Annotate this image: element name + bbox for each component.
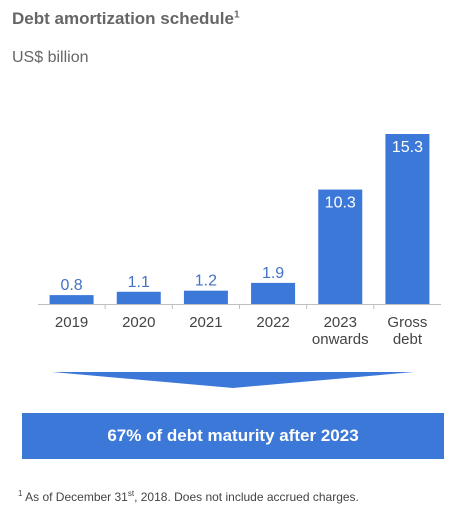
chart-title: Debt amortization schedule1	[12, 9, 240, 29]
data-label: 1.2	[195, 273, 217, 290]
footnote-suffix: , 2018. Does not include accrued charges…	[134, 490, 359, 504]
bar-chart: 0.8 2019 1.1 2020 1.2 2021 1.9 2022 10.3 2023 onwa…	[38, 134, 441, 348]
data-label: 15.3	[392, 139, 423, 156]
data-label: 1.9	[262, 265, 284, 282]
footnote: 1 As of December 31st, 2018. Does not in…	[18, 489, 359, 504]
data-label: 1.1	[128, 274, 150, 291]
footnote-prefix: As of December 31	[22, 490, 128, 504]
category-label: 2020	[122, 314, 155, 331]
chart-subtitle: US$ billion	[12, 49, 89, 66]
data-label: 0.8	[60, 277, 82, 294]
bar	[49, 295, 94, 304]
maturity-banner: 67% of debt maturity after 2023	[22, 413, 444, 459]
category-label: 2023 onwards	[312, 314, 369, 348]
data-label: 10.3	[325, 195, 356, 212]
bar	[385, 134, 430, 304]
footnote-ordinal: st	[127, 489, 135, 498]
category-label: 2022	[256, 314, 289, 331]
title-footnote-marker: 1	[233, 9, 240, 21]
category-label: Gross debt	[387, 314, 427, 348]
footnote-marker: 1	[18, 489, 23, 498]
category-label: 2019	[55, 314, 88, 331]
category-label: 2021	[189, 314, 222, 331]
bar	[251, 282, 296, 304]
bar	[183, 290, 228, 304]
bar	[318, 189, 363, 304]
down-arrow-shape	[52, 372, 414, 388]
title-text: Debt amortization schedule	[12, 9, 234, 28]
bar	[116, 291, 161, 304]
